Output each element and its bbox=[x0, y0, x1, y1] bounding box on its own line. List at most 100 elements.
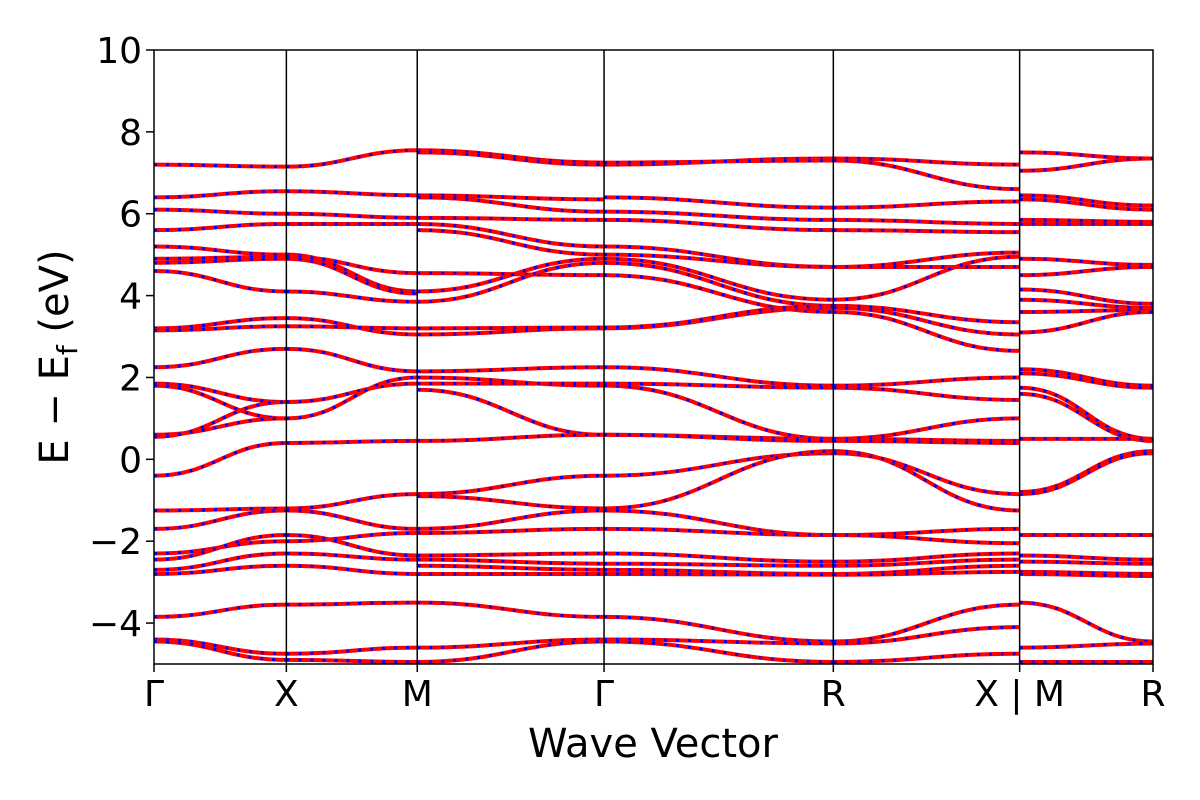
band-line bbox=[417, 195, 605, 214]
band-line-dashed bbox=[604, 551, 834, 564]
band-line-dashed bbox=[1019, 451, 1153, 496]
bands-layer bbox=[154, 148, 1153, 664]
band-line bbox=[154, 189, 287, 200]
band-line-dashed bbox=[833, 255, 1020, 302]
band-line bbox=[286, 381, 418, 405]
band-line bbox=[286, 211, 418, 220]
band-line bbox=[154, 324, 287, 333]
band-line-dashed bbox=[604, 210, 834, 222]
band-line bbox=[286, 531, 418, 544]
y-axis-label-space bbox=[32, 333, 78, 346]
band-line-dashed bbox=[417, 388, 605, 437]
band-line bbox=[154, 256, 287, 265]
band-line bbox=[604, 195, 834, 210]
band-line bbox=[417, 526, 605, 536]
band-line bbox=[833, 438, 1020, 445]
band-line-dashed bbox=[1019, 386, 1153, 441]
band-line bbox=[604, 526, 834, 538]
band-line-dashed bbox=[604, 195, 834, 210]
band-line bbox=[417, 508, 605, 531]
band-line bbox=[833, 199, 1020, 210]
band-line bbox=[286, 346, 418, 374]
band-line bbox=[154, 506, 287, 513]
band-line bbox=[604, 383, 834, 441]
band-line-dashed bbox=[604, 572, 834, 577]
y-tick-label: −4 bbox=[89, 604, 142, 645]
band-line bbox=[417, 193, 605, 202]
band-line bbox=[417, 473, 605, 497]
band-line-dashed bbox=[604, 527, 834, 537]
band-line bbox=[154, 244, 287, 257]
band-line bbox=[417, 221, 605, 249]
band-line bbox=[1019, 217, 1153, 224]
k-point-lines bbox=[285, 50, 1021, 664]
band-line bbox=[417, 639, 605, 664]
band-line bbox=[417, 432, 605, 443]
band-line bbox=[154, 162, 287, 169]
band-line bbox=[286, 600, 418, 607]
band-line bbox=[604, 551, 834, 564]
band-line bbox=[417, 148, 605, 165]
band-line bbox=[1019, 451, 1153, 497]
band-line bbox=[833, 602, 1020, 644]
band-line bbox=[833, 651, 1020, 664]
band-line bbox=[286, 189, 418, 198]
x-tick-label: Γ bbox=[594, 674, 614, 715]
band-line bbox=[286, 289, 418, 304]
band-line bbox=[286, 657, 418, 664]
band-line bbox=[1019, 371, 1153, 390]
band-line bbox=[833, 156, 1020, 167]
band-line bbox=[154, 639, 287, 662]
band-line bbox=[833, 305, 1020, 337]
band-line bbox=[154, 637, 287, 656]
band-line bbox=[286, 508, 418, 531]
band-line bbox=[833, 416, 1020, 441]
band-line bbox=[833, 449, 1020, 513]
y-axis-label-subscript: f bbox=[51, 344, 84, 355]
band-line-dashed bbox=[417, 261, 605, 304]
y-axis-label-main: E − E bbox=[32, 355, 78, 465]
band-line bbox=[604, 256, 834, 302]
band-line bbox=[833, 217, 1020, 226]
band-line bbox=[833, 303, 1020, 325]
band-line bbox=[417, 256, 605, 294]
band-line-dashed bbox=[604, 382, 834, 390]
band-line bbox=[1019, 367, 1153, 388]
band-line bbox=[1019, 287, 1153, 306]
band-line bbox=[154, 254, 287, 261]
band-line bbox=[833, 250, 1020, 269]
band-line-dashed bbox=[604, 218, 834, 232]
band-line bbox=[833, 557, 1020, 568]
band-line bbox=[1019, 553, 1153, 562]
band-line bbox=[417, 228, 605, 257]
band-line-dashed bbox=[604, 253, 834, 269]
band-line bbox=[833, 533, 1020, 546]
band-line bbox=[154, 221, 287, 233]
band-line bbox=[1019, 193, 1153, 208]
band-line-dashed bbox=[833, 451, 1020, 496]
band-line bbox=[604, 451, 834, 478]
x-tick-label: X bbox=[274, 674, 299, 715]
y-tick-label: 6 bbox=[119, 195, 142, 236]
band-line bbox=[417, 557, 605, 566]
band-line bbox=[417, 551, 605, 558]
band-line-dashed bbox=[604, 433, 834, 443]
band-line bbox=[1019, 309, 1153, 335]
x-tick-label: Γ bbox=[144, 674, 164, 715]
band-line bbox=[154, 269, 287, 294]
band-line bbox=[833, 551, 1020, 564]
x-tick-label: X | M bbox=[974, 674, 1065, 715]
band-line bbox=[604, 614, 834, 644]
y-axis-ticks: 10 8 6 4 2 0 −2 −4 bbox=[89, 31, 154, 645]
band-line bbox=[154, 346, 287, 370]
band-line bbox=[1019, 256, 1153, 267]
y-axis-label: E − Ef (eV) bbox=[32, 249, 84, 464]
band-line bbox=[154, 508, 287, 531]
band-line bbox=[286, 492, 418, 511]
band-line bbox=[417, 600, 605, 619]
band-line bbox=[154, 400, 287, 439]
y-tick-label: 10 bbox=[96, 31, 142, 72]
y-tick-label: 2 bbox=[119, 358, 142, 399]
